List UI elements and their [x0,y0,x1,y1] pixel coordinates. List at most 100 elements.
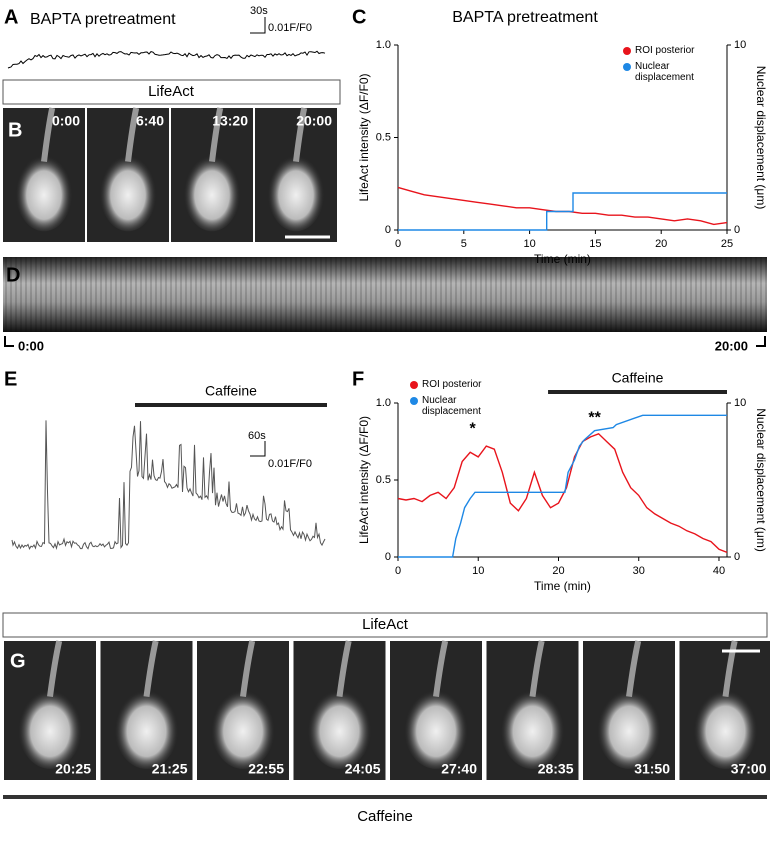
x-tick-label: 20 [552,565,564,577]
scale-bar [250,441,266,457]
cell-process [626,640,642,697]
time-label: 24:05 [345,761,381,777]
y2-axis-label: Nuclear displacement (μm) [754,66,768,210]
panel-title: BAPTA pretreatment [30,11,176,28]
cell-process [41,107,56,162]
time-label: 27:40 [441,761,477,777]
y2-tick-label: 10 [734,39,746,51]
y-axis-label: LifeAct intensity (ΔF/F0) [357,73,371,201]
cell-process [336,640,352,697]
trace [11,420,326,551]
y2-tick-label: 10 [734,397,746,409]
bar-label: Caffeine [205,383,257,399]
panel-label: B [8,119,22,141]
cell-process [722,640,738,697]
header-box [2,612,768,638]
cell-body [99,150,157,232]
cell-body [17,685,83,769]
y2-tick-label: 0 [734,224,740,236]
legend-label: Nuclear displacement [635,61,694,83]
legend-label: ROI posterior [635,45,695,56]
panel-label: E [4,368,17,390]
x-tick-label: 0 [395,565,401,577]
scale-time: 60s [248,430,266,442]
legend-marker [410,397,418,405]
cell-body [403,685,469,769]
time-label: 37:00 [731,761,767,777]
panel-label: F [352,368,364,390]
trace [7,50,326,69]
scale-time: 30s [250,5,268,17]
cell-body [15,150,73,232]
x-axis-label: Time (min) [534,252,591,266]
time-label: 0:00 [52,113,80,129]
scale-amp: 0.01F/F0 [268,458,312,470]
scale-amp: 0.01F/F0 [268,22,312,34]
legend-label: ROI posterior [422,379,482,390]
cell-body [183,150,241,232]
cell-body [500,685,565,769]
footer: Caffeine [357,808,413,825]
cell-process [529,640,545,697]
time-label: 31:50 [634,761,670,777]
x-tick-label: 10 [523,238,535,250]
chart-title: BAPTA pretreatment [452,9,598,26]
x-tick-label: 0 [395,238,401,250]
series-line [397,432,728,554]
y-tick-label: 0 [385,551,391,563]
y2-tick-label: 0 [734,551,740,563]
cell-process [240,640,256,697]
annotation: Caffeine [612,370,664,386]
scale-bar [250,17,266,34]
kymograph-texture [3,257,767,332]
bracket [756,336,766,347]
cell-body [267,150,325,232]
panel-label: A [4,6,18,28]
time-label: 28:35 [538,761,574,777]
cell-process [143,640,159,697]
time-label: 20:25 [55,761,91,777]
y-tick-label: 0.5 [376,474,391,486]
y2-axis-label: Nuclear displacement (μm) [754,408,768,552]
cell-body [307,685,372,769]
legend-marker [410,381,418,389]
x-tick-label: 30 [633,565,645,577]
time-label: 21:25 [152,761,188,777]
header: LifeAct [362,616,409,633]
cell-process [209,107,224,162]
panel-label: G [10,650,26,672]
y-tick-label: 0 [385,224,391,236]
x-tick-label: 15 [589,238,601,250]
time-end: 20:00 [715,338,748,353]
x-tick-label: 10 [472,565,484,577]
cell-body [210,685,276,769]
series-line [398,414,727,558]
time-label: 13:20 [212,113,248,129]
y-axis-label: LifeAct intensity (ΔF/F0) [357,416,371,544]
series-line [398,192,727,231]
time-label: 20:00 [296,113,332,129]
cell-process [47,640,63,697]
cell-process [433,640,449,697]
header: LifeAct [148,83,195,100]
cell-process [125,107,140,162]
time-label: 6:40 [136,113,164,129]
annotation: ** [588,410,601,427]
x-tick-label: 5 [461,238,467,250]
panel-label: C [352,6,366,28]
time-label: 22:55 [248,761,284,777]
panel-label: D [6,264,20,286]
legend-marker [623,63,631,71]
bracket [4,336,14,347]
y-tick-label: 0.5 [376,131,391,143]
y-tick-label: 1.0 [376,397,391,409]
x-tick-label: 40 [713,565,725,577]
cell-process [293,107,308,162]
legend-marker [623,47,631,55]
x-tick-label: 25 [721,238,733,250]
cell-body [114,685,179,769]
legend-label: Nuclear displacement [422,395,481,417]
cell-body [596,685,662,769]
